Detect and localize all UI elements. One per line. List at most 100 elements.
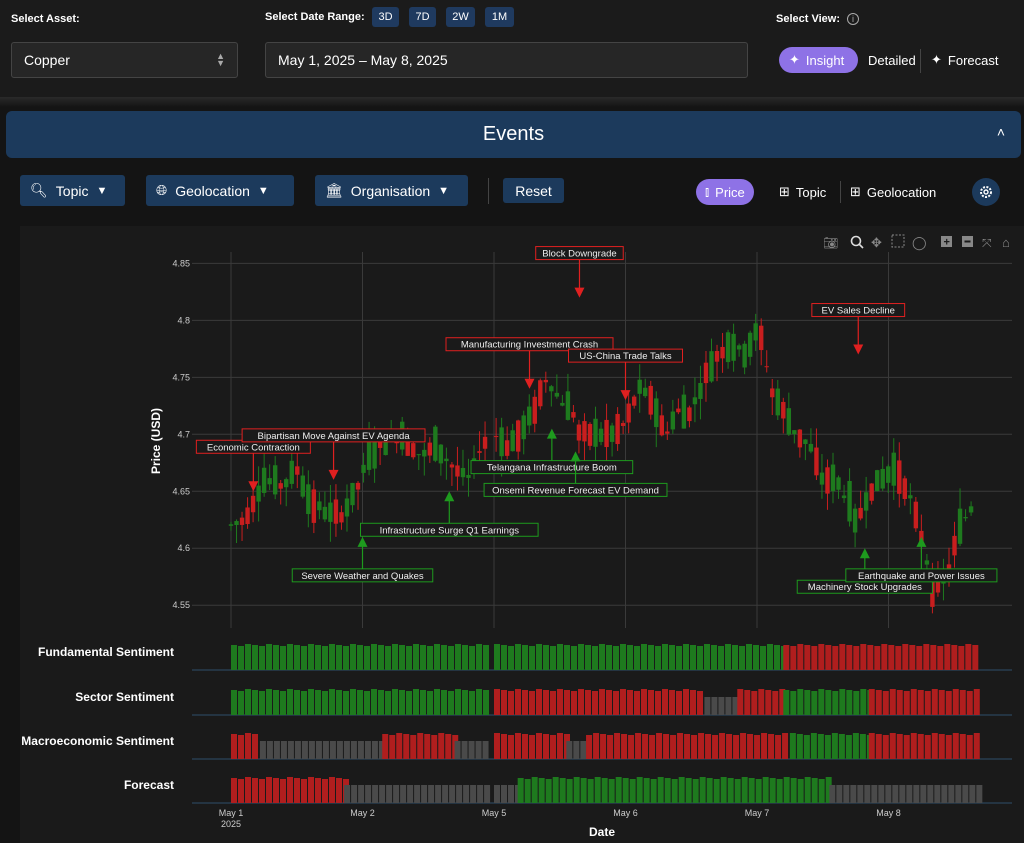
event-label: Manufacturing Investment Crash (461, 340, 598, 351)
sentiment-bar (606, 645, 612, 670)
candle-body (670, 411, 676, 430)
date-range-value: May 1, 2025 – May 8, 2025 (278, 52, 448, 68)
sentiment-bar (852, 733, 859, 759)
sentiment-bar (739, 646, 745, 670)
organisation-filter[interactable]: 🏛︎ Organisation ▼ (315, 175, 468, 206)
event-label-box[interactable] (291, 568, 434, 583)
box-select-icon[interactable] (891, 234, 905, 248)
camera-icon[interactable]: 📷︎ (823, 236, 838, 250)
sentiment-bar (427, 691, 433, 715)
sentiment-bar (364, 646, 370, 670)
candle-body (874, 470, 880, 492)
candle-body (703, 362, 709, 384)
autoscale-icon[interactable]: ⤧ (982, 236, 992, 250)
x-tick-sublabel: 2025 (221, 819, 241, 829)
candle-body (897, 460, 902, 494)
event-label-box[interactable] (241, 428, 426, 443)
candle-body (510, 430, 515, 452)
sentiment-bar (783, 645, 790, 670)
event-label-box[interactable] (811, 303, 906, 318)
pan-icon[interactable]: ✥ (871, 235, 882, 250)
toggle-topic[interactable]: ⊞ Topic (770, 179, 835, 205)
sentiment-bar (463, 785, 470, 803)
sentiment-bar (636, 777, 643, 803)
event-label-box[interactable] (568, 348, 683, 363)
sentiment-bar (378, 645, 384, 670)
sentiment-bar (889, 733, 896, 759)
info-icon[interactable]: i (847, 13, 859, 25)
sentiment-bar (308, 689, 314, 715)
event-label-box[interactable] (445, 337, 614, 352)
range-3d-button[interactable]: 3D (372, 7, 399, 27)
toggle-price[interactable]: ⫾ Price (696, 179, 754, 205)
event-label-box[interactable] (535, 246, 624, 261)
candle-body (759, 325, 764, 351)
sentiment-bar (882, 691, 889, 715)
event-label: EV Sales Decline (822, 306, 895, 317)
range-1m-button[interactable]: 1M (485, 7, 514, 27)
sentiment-bar (266, 644, 272, 670)
lasso-icon[interactable]: ◯ (912, 235, 927, 251)
view-forecast-button[interactable]: ✦ Forecast (921, 47, 1008, 73)
reset-button[interactable]: Reset (503, 178, 564, 203)
candle-body (466, 474, 471, 478)
view-insight-button[interactable]: ✦ Insight (779, 47, 858, 73)
sentiment-bar (287, 741, 294, 759)
chevron-down-icon: ▼ (438, 184, 450, 197)
sentiment-bar (860, 689, 867, 715)
candle-body (366, 440, 372, 470)
asset-select[interactable]: Copper ▲ ▼ (11, 42, 238, 78)
sentiment-bar (930, 645, 937, 670)
settings-gear-icon[interactable] (972, 178, 1000, 206)
events-title: Events (482, 123, 545, 145)
sentiment-bar (697, 691, 703, 715)
y-tick-label: 4.6 (177, 543, 190, 553)
sentiment-bar (754, 735, 761, 759)
sentiment-bar (238, 691, 244, 715)
sentiment-bar (684, 734, 691, 759)
range-2w-button[interactable]: 2W (446, 7, 475, 27)
sentiment-bar (252, 778, 258, 803)
sentiment-bar (767, 644, 773, 670)
candle-body (643, 387, 648, 397)
sentiment-bar (966, 691, 973, 715)
date-range-input[interactable]: May 1, 2025 – May 8, 2025 (265, 42, 748, 78)
sentiment-bar (698, 733, 705, 759)
geolocation-filter[interactable]: 🌐︎ Geolocation ▼ (146, 175, 294, 206)
zoom-in-icon[interactable] (941, 236, 952, 247)
home-icon[interactable]: ⌂ (1002, 235, 1010, 250)
sentiment-bar (531, 777, 538, 803)
sentiment-bar (924, 735, 931, 759)
sentiment-bar (400, 785, 407, 803)
sentiment-bar (931, 689, 938, 715)
sentiment-bar (817, 734, 824, 759)
candle-body (736, 345, 742, 350)
zoom-icon[interactable] (850, 235, 862, 247)
candle-body (924, 560, 930, 565)
event-label-box[interactable] (470, 460, 634, 475)
sentiment-bar (734, 779, 741, 803)
event-arrowhead (328, 469, 339, 480)
event-label-box[interactable] (483, 482, 668, 497)
sentiment-bar (860, 644, 867, 670)
chevron-up-icon[interactable]: ˄ (996, 124, 1005, 140)
candle-body (306, 484, 311, 515)
topic-filter[interactable]: 🔍︎ Topic ▼ (20, 175, 125, 206)
sentiment-bar (804, 690, 811, 715)
sentiment-bar (737, 689, 744, 715)
event-label-box[interactable] (845, 568, 998, 583)
sentiment-bar (867, 645, 874, 670)
event-label-box[interactable] (359, 522, 539, 537)
sentiment-bar (725, 697, 732, 715)
event-arrowhead (916, 536, 927, 547)
sentiment-bar (804, 777, 811, 803)
view-detailed-button[interactable]: Detailed (858, 47, 926, 73)
sentiment-bar (825, 690, 832, 715)
candle-body (521, 415, 526, 440)
sentiment-bar (578, 644, 584, 670)
sentiment-bar (857, 785, 864, 803)
range-7d-button[interactable]: 7D (409, 7, 436, 27)
toggle-geolocation[interactable]: ⊞ Geolocation (841, 179, 945, 205)
sentiment-bar (719, 733, 726, 759)
events-panel-header[interactable]: Events ˄ (6, 111, 1021, 158)
